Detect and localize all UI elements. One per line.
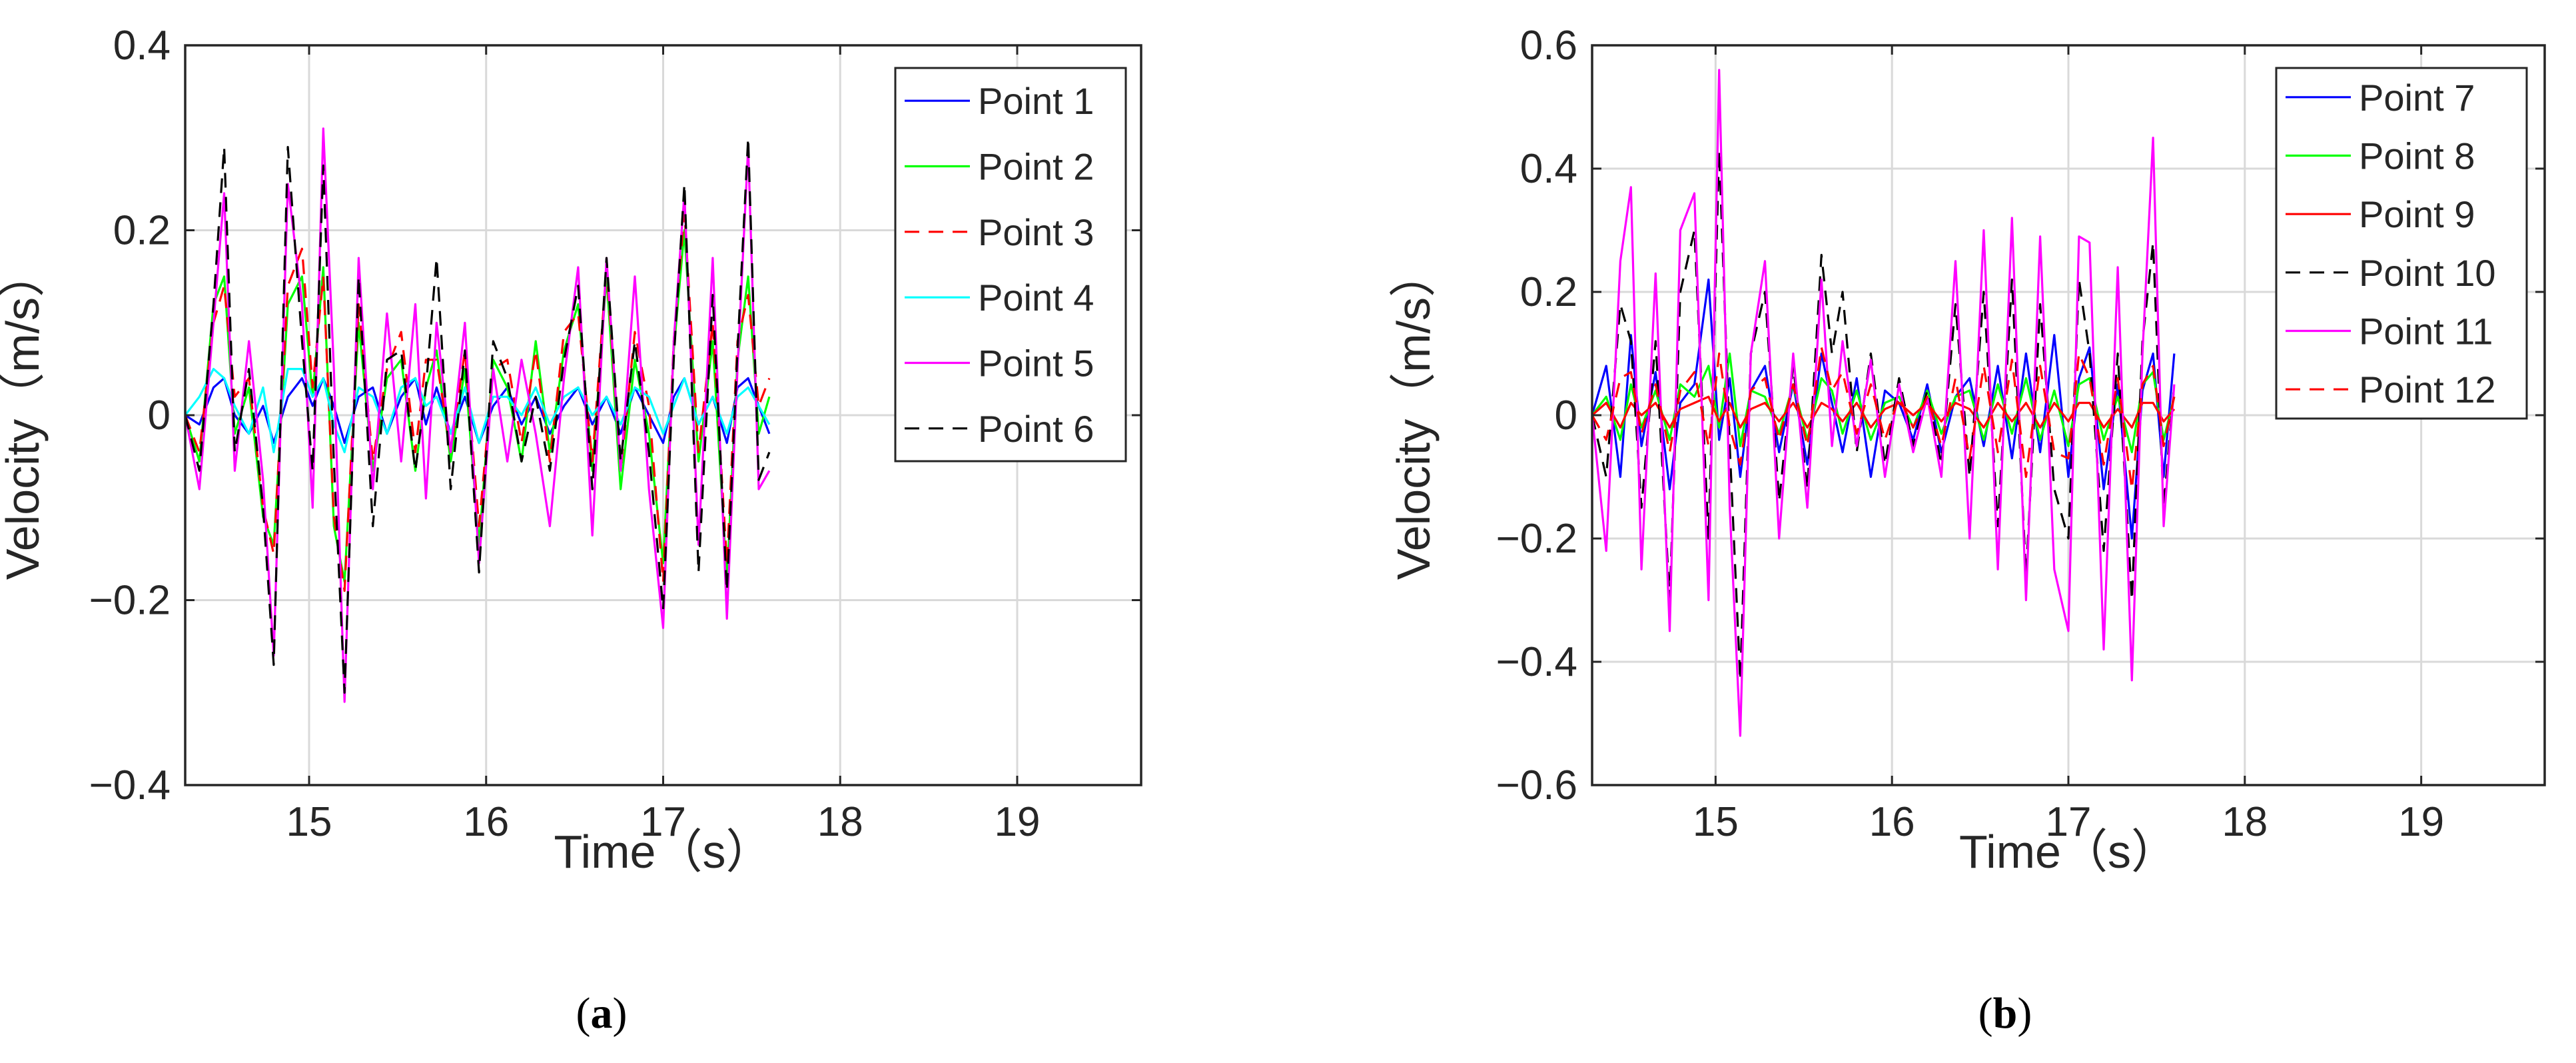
y-tick-label: −0.4 [1496, 639, 1577, 685]
legend: Point 7 Point 8 Point 9 Point 10 Point 11 Poi… [2275, 67, 2528, 420]
x-tick-label: 16 [463, 799, 509, 845]
x-axis-label: Time（s） [554, 826, 773, 878]
legend-entry-label: Point 1 [978, 80, 1094, 122]
caption-paren-close: ) [2017, 989, 2032, 1038]
y-tick-label: 0.6 [1520, 23, 1577, 69]
legend-entry-label: Point 11 [2359, 311, 2493, 353]
x-tick-label: 18 [2222, 799, 2268, 845]
legend-entry-label: Point 2 [978, 146, 1094, 188]
x-tick-label: 18 [817, 799, 863, 845]
x-tick-label: 19 [994, 799, 1040, 845]
x-tick-label: 16 [1869, 799, 1915, 845]
x-tick-label: 15 [1693, 799, 1739, 845]
legend-entry-label: Point 3 [978, 211, 1094, 253]
y-tick-label: 0.4 [1520, 146, 1577, 192]
legend-entry-label: Point 4 [978, 277, 1094, 319]
chart-panel-a: 15 16 17 18 19 −0.4 −0.2 0 0.2 0.4 Time（s） Velocity… [0, 23, 1142, 878]
legend-entry-label: Point 5 [978, 343, 1094, 385]
y-tick-label: 0.2 [113, 208, 171, 254]
caption-paren-close: ) [613, 989, 628, 1038]
series-line-point-7 [1592, 278, 2176, 540]
series-group [185, 127, 771, 703]
x-tick-label: 17 [640, 799, 686, 845]
series-group [1592, 69, 2176, 737]
y-tick-label: −0.2 [1496, 516, 1577, 562]
legend-box [894, 67, 1127, 463]
y-tick-label: −0.2 [89, 578, 171, 624]
panel-caption: (a) [576, 989, 628, 1038]
series-line-point-6 [185, 137, 771, 694]
x-tick-label: 19 [2398, 799, 2444, 845]
x-tick-label: 17 [2046, 799, 2092, 845]
legend-entry-label: Point 8 [2359, 135, 2475, 177]
y-tick-label: 0 [1555, 393, 1577, 439]
y-axis-label: Velocity（m/s） [0, 251, 49, 580]
panel-caption: (b) [1978, 989, 2032, 1038]
legend-entry-label: Point 12 [2359, 369, 2496, 411]
legend-entry-label: Point 7 [2359, 77, 2475, 119]
x-tick-label: 15 [286, 799, 332, 845]
x-axis-label: Time（s） [1959, 826, 2178, 878]
legend: Point 1 Point 2 Point 3 Point 4 Point 5 Point… [894, 67, 1127, 463]
series-line-point-11 [1592, 69, 2176, 737]
caption-paren-open: ( [576, 989, 591, 1038]
y-tick-label: −0.4 [89, 762, 171, 808]
y-tick-label: 0 [148, 393, 171, 439]
legend-entry-label: Point 6 [978, 408, 1094, 450]
y-tick-label: 0.4 [113, 23, 171, 69]
legend-entry-label: Point 10 [2359, 252, 2496, 294]
caption-paren-open: ( [1978, 989, 1993, 1038]
legend-entry-label: Point 9 [2359, 193, 2475, 235]
caption-letter: a [591, 989, 613, 1038]
chart-panel-b: 15 16 17 18 19 −0.6 −0.4 −0.2 0 0.2 0.4 0.6 Time（s） V… [1388, 23, 2546, 878]
legend-box [2275, 67, 2528, 420]
series-line-point-12 [1592, 346, 2176, 491]
y-tick-label: −0.6 [1496, 762, 1577, 808]
y-axis-label: Velocity（m/s） [1388, 251, 1440, 580]
y-tick-label: 0.2 [1520, 269, 1577, 315]
caption-letter: b [1993, 989, 2018, 1038]
